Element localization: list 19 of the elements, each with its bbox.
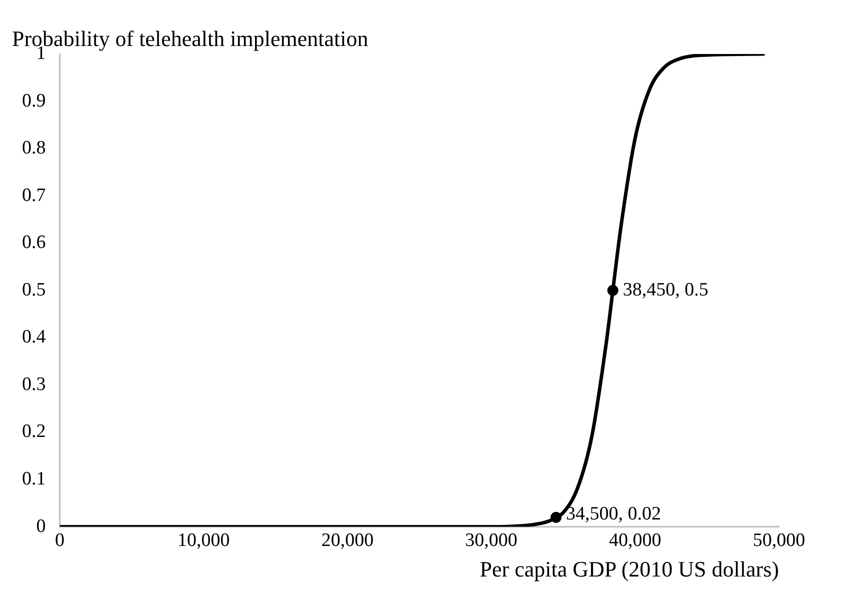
y-tick-label: 0.8 [22, 138, 46, 159]
y-tick-label: 0.3 [22, 374, 46, 395]
y-tick-label: 0.2 [22, 421, 46, 442]
y-tick-label: 0.1 [22, 468, 46, 490]
y-tick-label: 0 [36, 516, 46, 537]
y-tick-label: 0.6 [22, 232, 46, 254]
x-tick-label: 30,000 [465, 530, 518, 552]
data-label: 34,500, 0.02 [566, 503, 662, 524]
y-tick-label: 0.9 [22, 90, 46, 112]
x-tick-label: 10,000 [177, 530, 230, 552]
y-tick-label: 0.4 [22, 326, 46, 348]
x-axis-title: Per capita GDP (2010 US dollars) [480, 556, 779, 582]
x-tick-label: 50,000 [752, 530, 806, 552]
x-tick-label: 40,000 [609, 530, 662, 552]
data-label: 38,450, 0.5 [622, 279, 708, 300]
x-tick-label: 0 [55, 530, 64, 552]
x-tick-label: 20,000 [321, 530, 374, 552]
y-tick-label: 0.5 [22, 279, 46, 300]
y-tick-label: 0.7 [22, 184, 46, 206]
